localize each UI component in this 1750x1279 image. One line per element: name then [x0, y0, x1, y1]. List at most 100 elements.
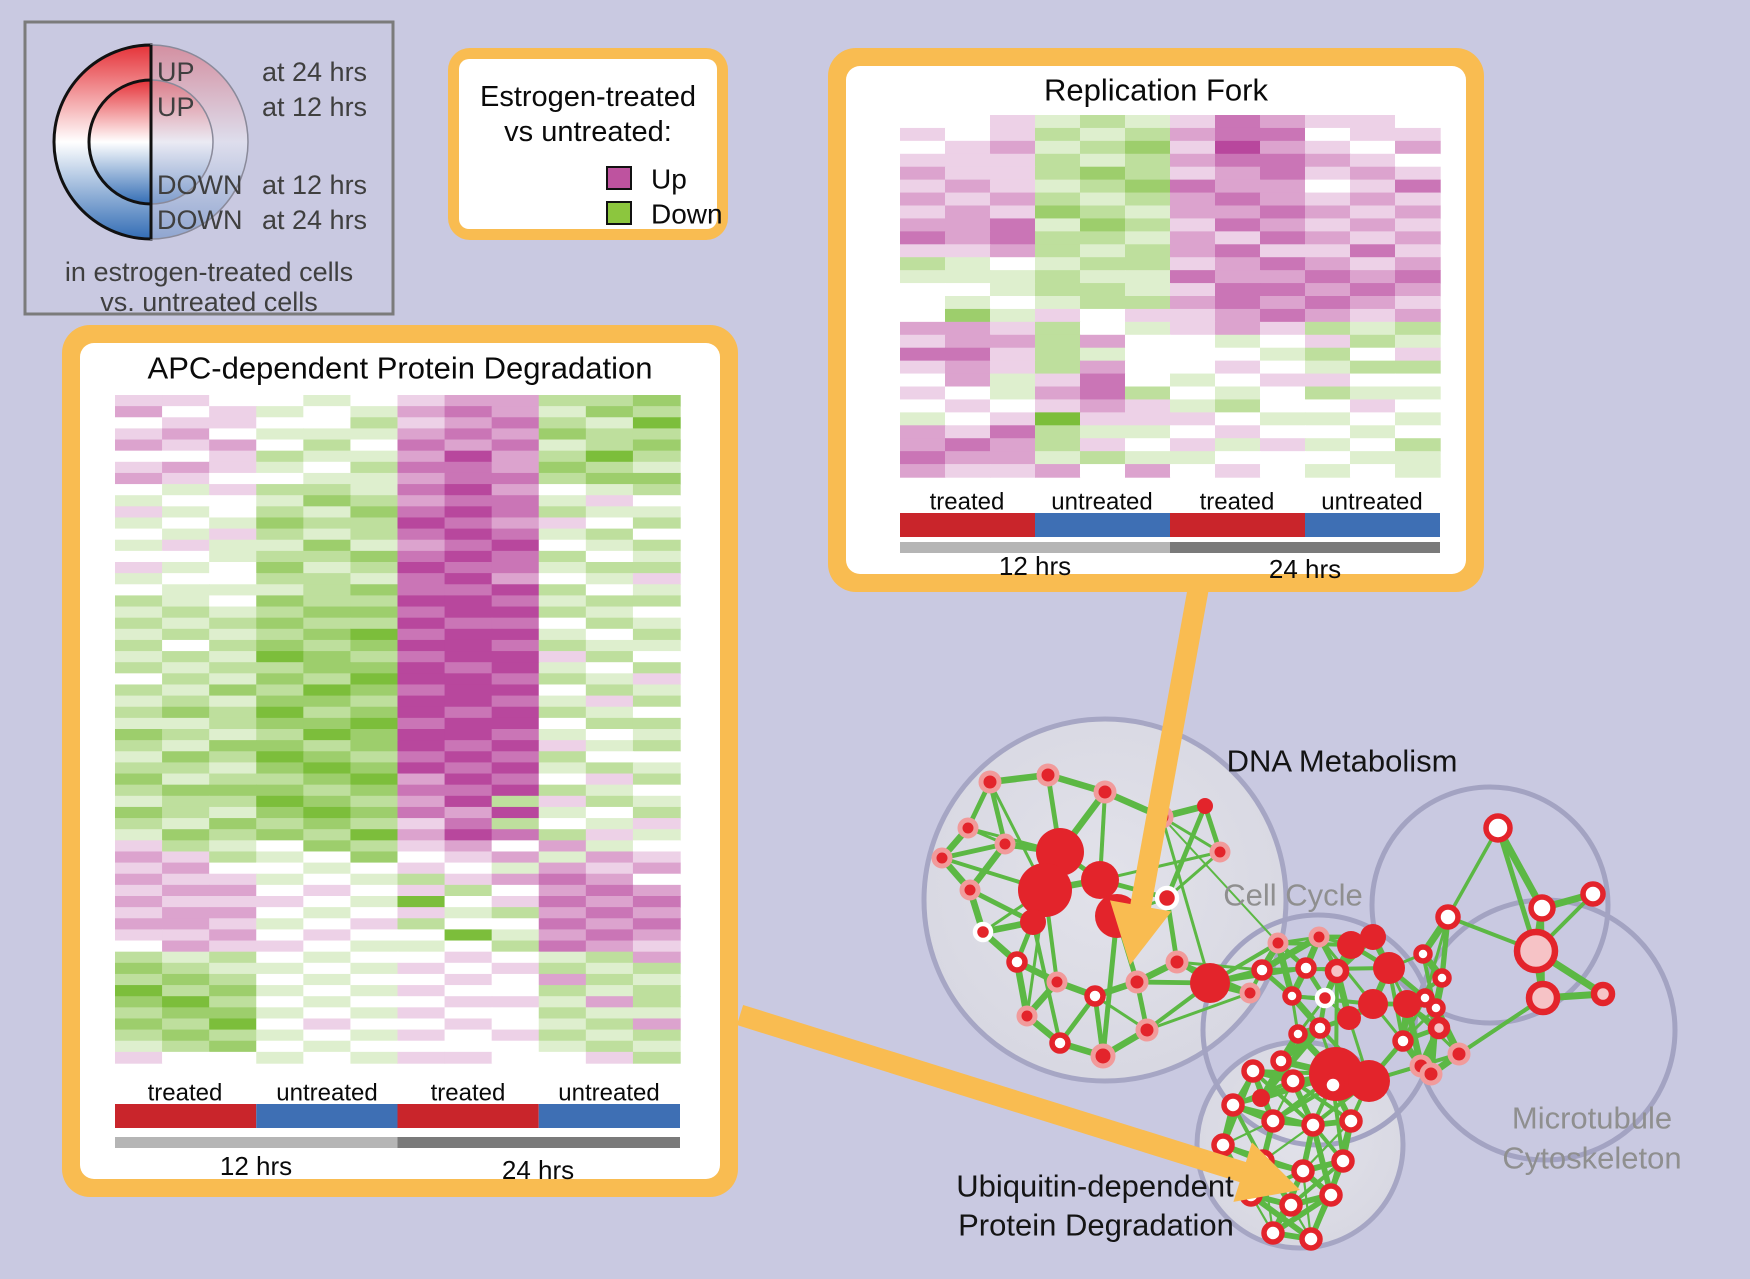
heatmap-cell	[350, 829, 399, 842]
heatmap-cell	[115, 1051, 163, 1064]
apc-24hrs-label: 24 hrs	[502, 1155, 574, 1185]
heatmap-cell	[209, 562, 257, 574]
heatmap-cell	[990, 360, 1036, 375]
network-node	[1221, 1093, 1245, 1117]
heatmap-cell	[303, 651, 352, 663]
heatmap-cell	[632, 873, 681, 886]
heatmap-cell	[1215, 283, 1261, 297]
heatmap-cell	[585, 584, 634, 597]
heatmap-cell	[1350, 464, 1396, 478]
heatmap-cell	[1395, 334, 1441, 349]
heatmap-cell	[115, 929, 163, 942]
heatmap-cell	[585, 550, 634, 563]
heatmap-cell	[397, 662, 446, 675]
network-node	[1282, 986, 1302, 1006]
heatmap-cell	[1260, 218, 1306, 233]
heatmap-cell	[115, 639, 163, 652]
network-node	[1267, 932, 1289, 954]
key-time-2: at 12 hrs	[262, 170, 367, 200]
heatmap-cell	[990, 464, 1036, 478]
heatmap-cell	[632, 662, 681, 675]
heatmap-cell	[632, 862, 681, 875]
heatmap-cell	[491, 662, 540, 675]
heatmap-cell	[115, 751, 163, 764]
heatmap-cell	[1395, 296, 1441, 310]
heatmap-cell	[1305, 347, 1351, 362]
heatmap-cell	[1260, 321, 1306, 336]
heatmap-cell	[209, 1018, 257, 1031]
heatmap-cell	[1350, 438, 1396, 452]
heatmap-cell	[350, 896, 399, 908]
rf-group-label-2: treated	[1200, 489, 1275, 516]
apc-group-label-3: untreated	[558, 1080, 659, 1107]
up-color-swatch	[606, 166, 632, 190]
heatmap-cell	[491, 740, 540, 752]
heatmap-cell	[1080, 438, 1126, 452]
heatmap-cell	[1305, 321, 1351, 336]
heatmap-cell	[585, 751, 634, 764]
heatmap-cell	[1305, 115, 1351, 129]
heatmap-cell	[1260, 451, 1306, 465]
heatmap-cell	[945, 386, 991, 401]
heatmap-cell	[209, 862, 257, 875]
heatmap-cell	[585, 495, 634, 508]
heatmap-cell	[990, 308, 1036, 323]
heatmap-cell	[1215, 127, 1261, 142]
heatmap-cell	[538, 929, 587, 942]
heatmap-cell	[1170, 399, 1216, 414]
heatmap-cell	[162, 517, 210, 530]
heatmap-cell	[397, 795, 446, 808]
heatmap-cell	[444, 985, 493, 997]
heatmap-cell	[397, 773, 446, 786]
heatmap-cell	[585, 528, 634, 541]
heatmap-cell	[1125, 334, 1171, 349]
heatmap-cell	[1260, 270, 1306, 284]
network-node	[1090, 1043, 1116, 1069]
heatmap-cell	[990, 296, 1036, 310]
heatmap-cell	[397, 628, 446, 641]
heatmap-cell	[397, 406, 446, 418]
heatmap-cell	[538, 973, 587, 986]
heatmap-cell	[256, 940, 305, 953]
heatmap-cell	[1170, 140, 1216, 155]
heatmap-cell	[209, 517, 257, 530]
heatmap-cell	[1395, 438, 1441, 452]
heatmap-cell	[303, 851, 352, 864]
heatmap-cell	[350, 840, 399, 853]
heatmap-cell	[1080, 373, 1126, 388]
heatmap-cell	[256, 495, 305, 508]
heatmap-cell	[350, 684, 399, 697]
heatmap-cell	[209, 439, 257, 452]
heatmap-cell	[303, 907, 352, 919]
heatmap-cell	[209, 717, 257, 730]
rf-group-label-0: treated	[930, 489, 1005, 516]
heatmap-cell	[444, 417, 493, 430]
heatmap-cell	[397, 962, 446, 975]
heatmap-cell	[632, 684, 681, 697]
heatmap-cell	[538, 617, 587, 630]
key-dir-0: UP	[157, 57, 195, 87]
heatmap-cell	[538, 406, 587, 418]
heatmap-cell	[945, 205, 991, 220]
heatmap-cell	[585, 784, 634, 797]
heatmap-cell	[491, 617, 540, 630]
heatmap-cell	[491, 606, 540, 619]
heatmap-cell	[1080, 451, 1126, 465]
network-node	[957, 817, 979, 839]
heatmap-cell	[350, 517, 399, 530]
heatmap-cell	[632, 773, 681, 786]
orange-arrow-head	[1233, 1142, 1300, 1202]
key-dir-2: DOWN	[157, 170, 242, 200]
heatmap-cell	[1035, 399, 1081, 414]
heatmap-cell	[945, 360, 991, 375]
heatmap-cell	[209, 450, 257, 463]
heatmap-cell	[1305, 386, 1351, 401]
rf-group-label-1: untreated	[1051, 489, 1152, 516]
heatmap-cell	[350, 639, 399, 652]
network-node	[1093, 780, 1117, 804]
heatmap-cell	[162, 573, 210, 585]
heatmap-cell	[303, 818, 352, 830]
heatmap-cell	[632, 940, 681, 953]
heatmap-cell	[115, 662, 163, 675]
heatmap-cell	[209, 884, 257, 897]
